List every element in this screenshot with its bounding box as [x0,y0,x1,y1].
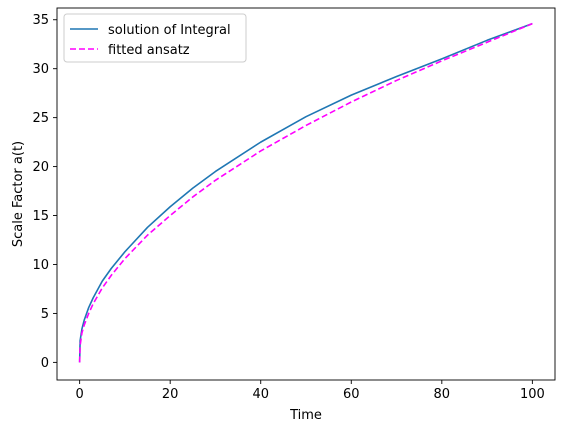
y-tick-label: 25 [32,111,49,126]
y-tick-label: 10 [32,258,49,273]
x-tick-label: 40 [252,387,269,402]
y-axis-label: Scale Factor a(t) [11,141,26,247]
x-tick-label: 60 [343,387,360,402]
legend-box [63,13,247,63]
plot-frame [56,7,556,381]
y-tick-label: 0 [41,356,49,371]
y-tick-label: 35 [32,13,49,28]
x-axis-label: Time [289,408,322,423]
ticks-layer: 0 20 40 60 80 100 0 5 10 15 20 25 30 35 [32,13,544,402]
series-line-0 [78,22,533,363]
legend-label-solution: solution of Integral [108,23,231,38]
x-tick-label: 0 [75,387,83,402]
legend-label-fitted: fitted ansatz [108,43,190,58]
x-tick-label: 20 [162,387,179,402]
y-tick-label: 20 [32,160,49,175]
x-tick-label: 100 [520,387,545,402]
series-layer [78,22,533,363]
x-tick-label: 80 [434,387,451,402]
plot-area [57,8,555,380]
legend: solution of Integral fitted ansatz [63,13,247,63]
series-line-1 [78,22,533,363]
y-tick-label: 5 [41,307,49,322]
y-tick-label: 15 [32,209,49,224]
y-tick-label: 30 [32,62,49,77]
